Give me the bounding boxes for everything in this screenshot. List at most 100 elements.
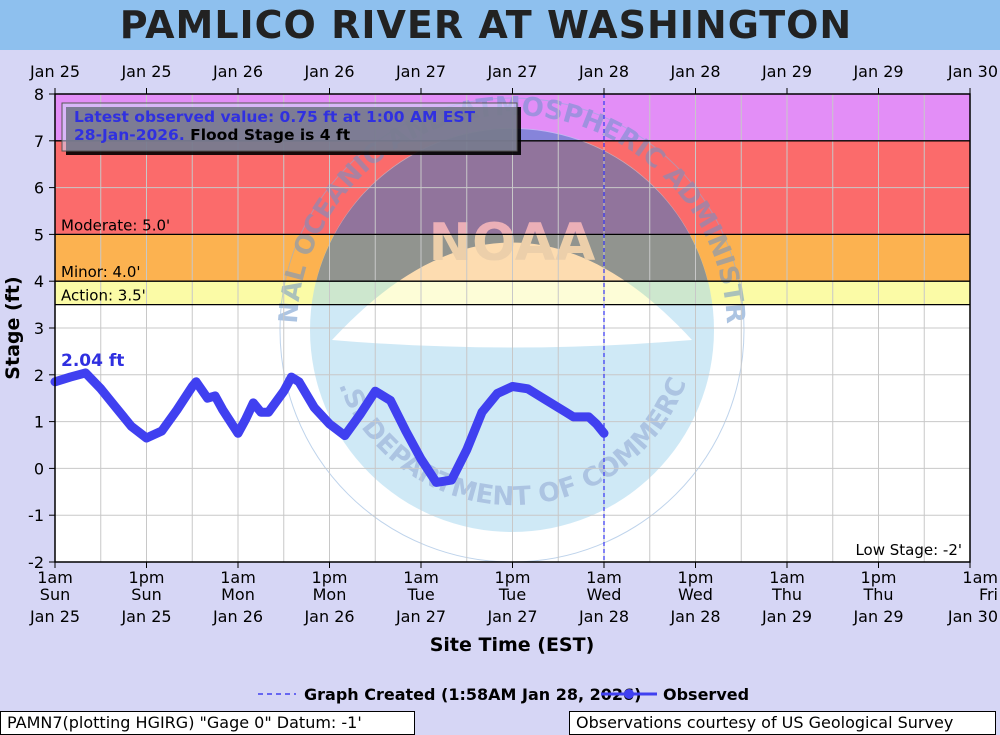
- data-point: [66, 372, 75, 382]
- top-tick-label: Jan 27: [486, 62, 537, 81]
- bottom-tick-time: 1am: [769, 568, 805, 587]
- top-tick-label: Jan 28: [578, 62, 629, 81]
- low-stage-label: Low Stage: -2': [855, 541, 962, 559]
- data-point: [210, 391, 220, 401]
- data-point: [432, 478, 441, 487]
- top-tick-label: Jan 25: [120, 62, 171, 81]
- data-point: [279, 386, 288, 396]
- bottom-tick-time: 1pm: [861, 568, 897, 587]
- data-point: [477, 408, 487, 417]
- bottom-tick-day: Mon: [221, 585, 255, 604]
- bottom-tick-time: 1pm: [495, 568, 531, 587]
- bottom-tick-time: 1pm: [129, 568, 165, 587]
- bottom-tick-date: Jan 26: [212, 607, 263, 626]
- bottom-tick-date: Jan 29: [761, 607, 812, 626]
- flood-stage-note: Flood Stage is 4 ft: [190, 126, 351, 144]
- data-point: [447, 475, 456, 485]
- data-point: [538, 394, 548, 403]
- bottom-tick-day: Thu: [771, 585, 802, 604]
- bottom-tick-date: Jan 29: [852, 607, 903, 626]
- top-tick-label: Jan 27: [395, 62, 446, 81]
- top-tick-label: Jan 30: [947, 62, 998, 81]
- bottom-tick-day: Fri: [979, 585, 998, 604]
- data-point: [325, 419, 334, 429]
- datum-footer: PAMN7(plotting HGIRG) "Gage 0" Datum: -1…: [0, 711, 415, 735]
- chart-title: PAMLICO RIVER AT WASHINGTON: [120, 3, 853, 47]
- title-bar: [0, 0, 1000, 50]
- bottom-tick-date: Jan 25: [29, 607, 80, 626]
- data-point: [294, 377, 304, 387]
- data-point: [584, 412, 593, 422]
- bottom-tick-date: Jan 28: [669, 607, 720, 626]
- bottom-tick-date: Jan 30: [947, 607, 998, 626]
- y-tick-label: 8: [34, 85, 44, 104]
- data-point: [172, 405, 182, 415]
- first-value-label: 2.04 ft: [61, 351, 124, 371]
- data-point: [386, 396, 395, 405]
- top-tick-label: Jan 26: [303, 62, 354, 81]
- data-point: [241, 415, 250, 424]
- data-point: [111, 403, 121, 412]
- data-point: [462, 445, 471, 454]
- data-point: [218, 405, 227, 415]
- data-point: [554, 403, 563, 412]
- data-point: [256, 408, 266, 417]
- bottom-tick-time: 1am: [37, 568, 73, 587]
- data-point: [561, 408, 571, 417]
- latest-observation-date: 28-Jan-2026.: [74, 126, 190, 144]
- credit-footer: Observations courtesy of US Geological S…: [569, 711, 996, 735]
- data-point: [157, 426, 166, 436]
- data-point: [233, 429, 243, 438]
- data-point: [493, 389, 502, 398]
- data-point: [523, 384, 532, 394]
- y-tick-label: -1: [28, 506, 44, 525]
- y-tick-label: -2: [28, 553, 44, 572]
- y-tick-label: 3: [34, 319, 44, 338]
- y-tick-label: 5: [34, 225, 44, 244]
- data-point: [191, 377, 201, 387]
- top-tick-label: Jan 26: [212, 62, 263, 81]
- latest-observation-line1: Latest observed value: 0.75 ft at 1:00 A…: [74, 108, 476, 126]
- y-tick-label: 7: [34, 132, 44, 151]
- bottom-tick-day: Tue: [498, 585, 526, 604]
- data-point: [142, 433, 151, 443]
- latest-observation-line2: 28-Jan-2026. Flood Stage is 4 ft: [74, 126, 351, 144]
- data-point: [599, 429, 609, 438]
- flood-band-label-action: Action: 3.5': [61, 287, 146, 305]
- bottom-tick-day: Sun: [40, 585, 70, 604]
- bottom-tick-day: Wed: [678, 585, 713, 604]
- data-point: [508, 382, 517, 391]
- data-point: [569, 412, 578, 422]
- bottom-tick-date: Jan 26: [303, 607, 354, 626]
- bottom-tick-date: Jan 27: [486, 607, 537, 626]
- top-tick-label: Jan 29: [761, 62, 812, 81]
- bottom-tick-date: Jan 27: [395, 607, 446, 626]
- bottom-tick-day: Mon: [313, 585, 347, 604]
- data-point: [81, 368, 90, 378]
- data-point: [264, 408, 273, 417]
- data-point: [416, 454, 426, 464]
- data-point: [371, 386, 380, 396]
- legend-graph-created-label: Graph Created (1:58AM Jan 28, 2026): [304, 685, 642, 704]
- y-tick-label: 6: [34, 179, 44, 198]
- y-tick-label: 4: [34, 272, 44, 291]
- data-point: [401, 426, 410, 436]
- legend: Graph Created (1:58AM Jan 28, 2026) Obse…: [258, 685, 749, 704]
- data-point: [249, 398, 258, 408]
- y-axis-title: Stage (ft): [2, 276, 24, 379]
- bottom-tick-time: 1am: [586, 568, 622, 587]
- data-point: [96, 384, 105, 394]
- data-point: [310, 403, 319, 412]
- bottom-tick-time: 1am: [962, 568, 998, 587]
- bottom-tick-day: Tue: [406, 585, 434, 604]
- flood-band-label-moderate: Moderate: 5.0': [61, 216, 170, 234]
- bottom-tick-time: 1pm: [312, 568, 348, 587]
- bottom-tick-time: 1pm: [678, 568, 714, 587]
- bottom-tick-day: Thu: [862, 585, 893, 604]
- legend-observed-label: Observed: [663, 685, 749, 704]
- bottom-tick-time: 1am: [220, 568, 256, 587]
- bottom-tick-time: 1am: [403, 568, 439, 587]
- data-point: [127, 422, 136, 431]
- top-tick-label: Jan 25: [29, 62, 80, 81]
